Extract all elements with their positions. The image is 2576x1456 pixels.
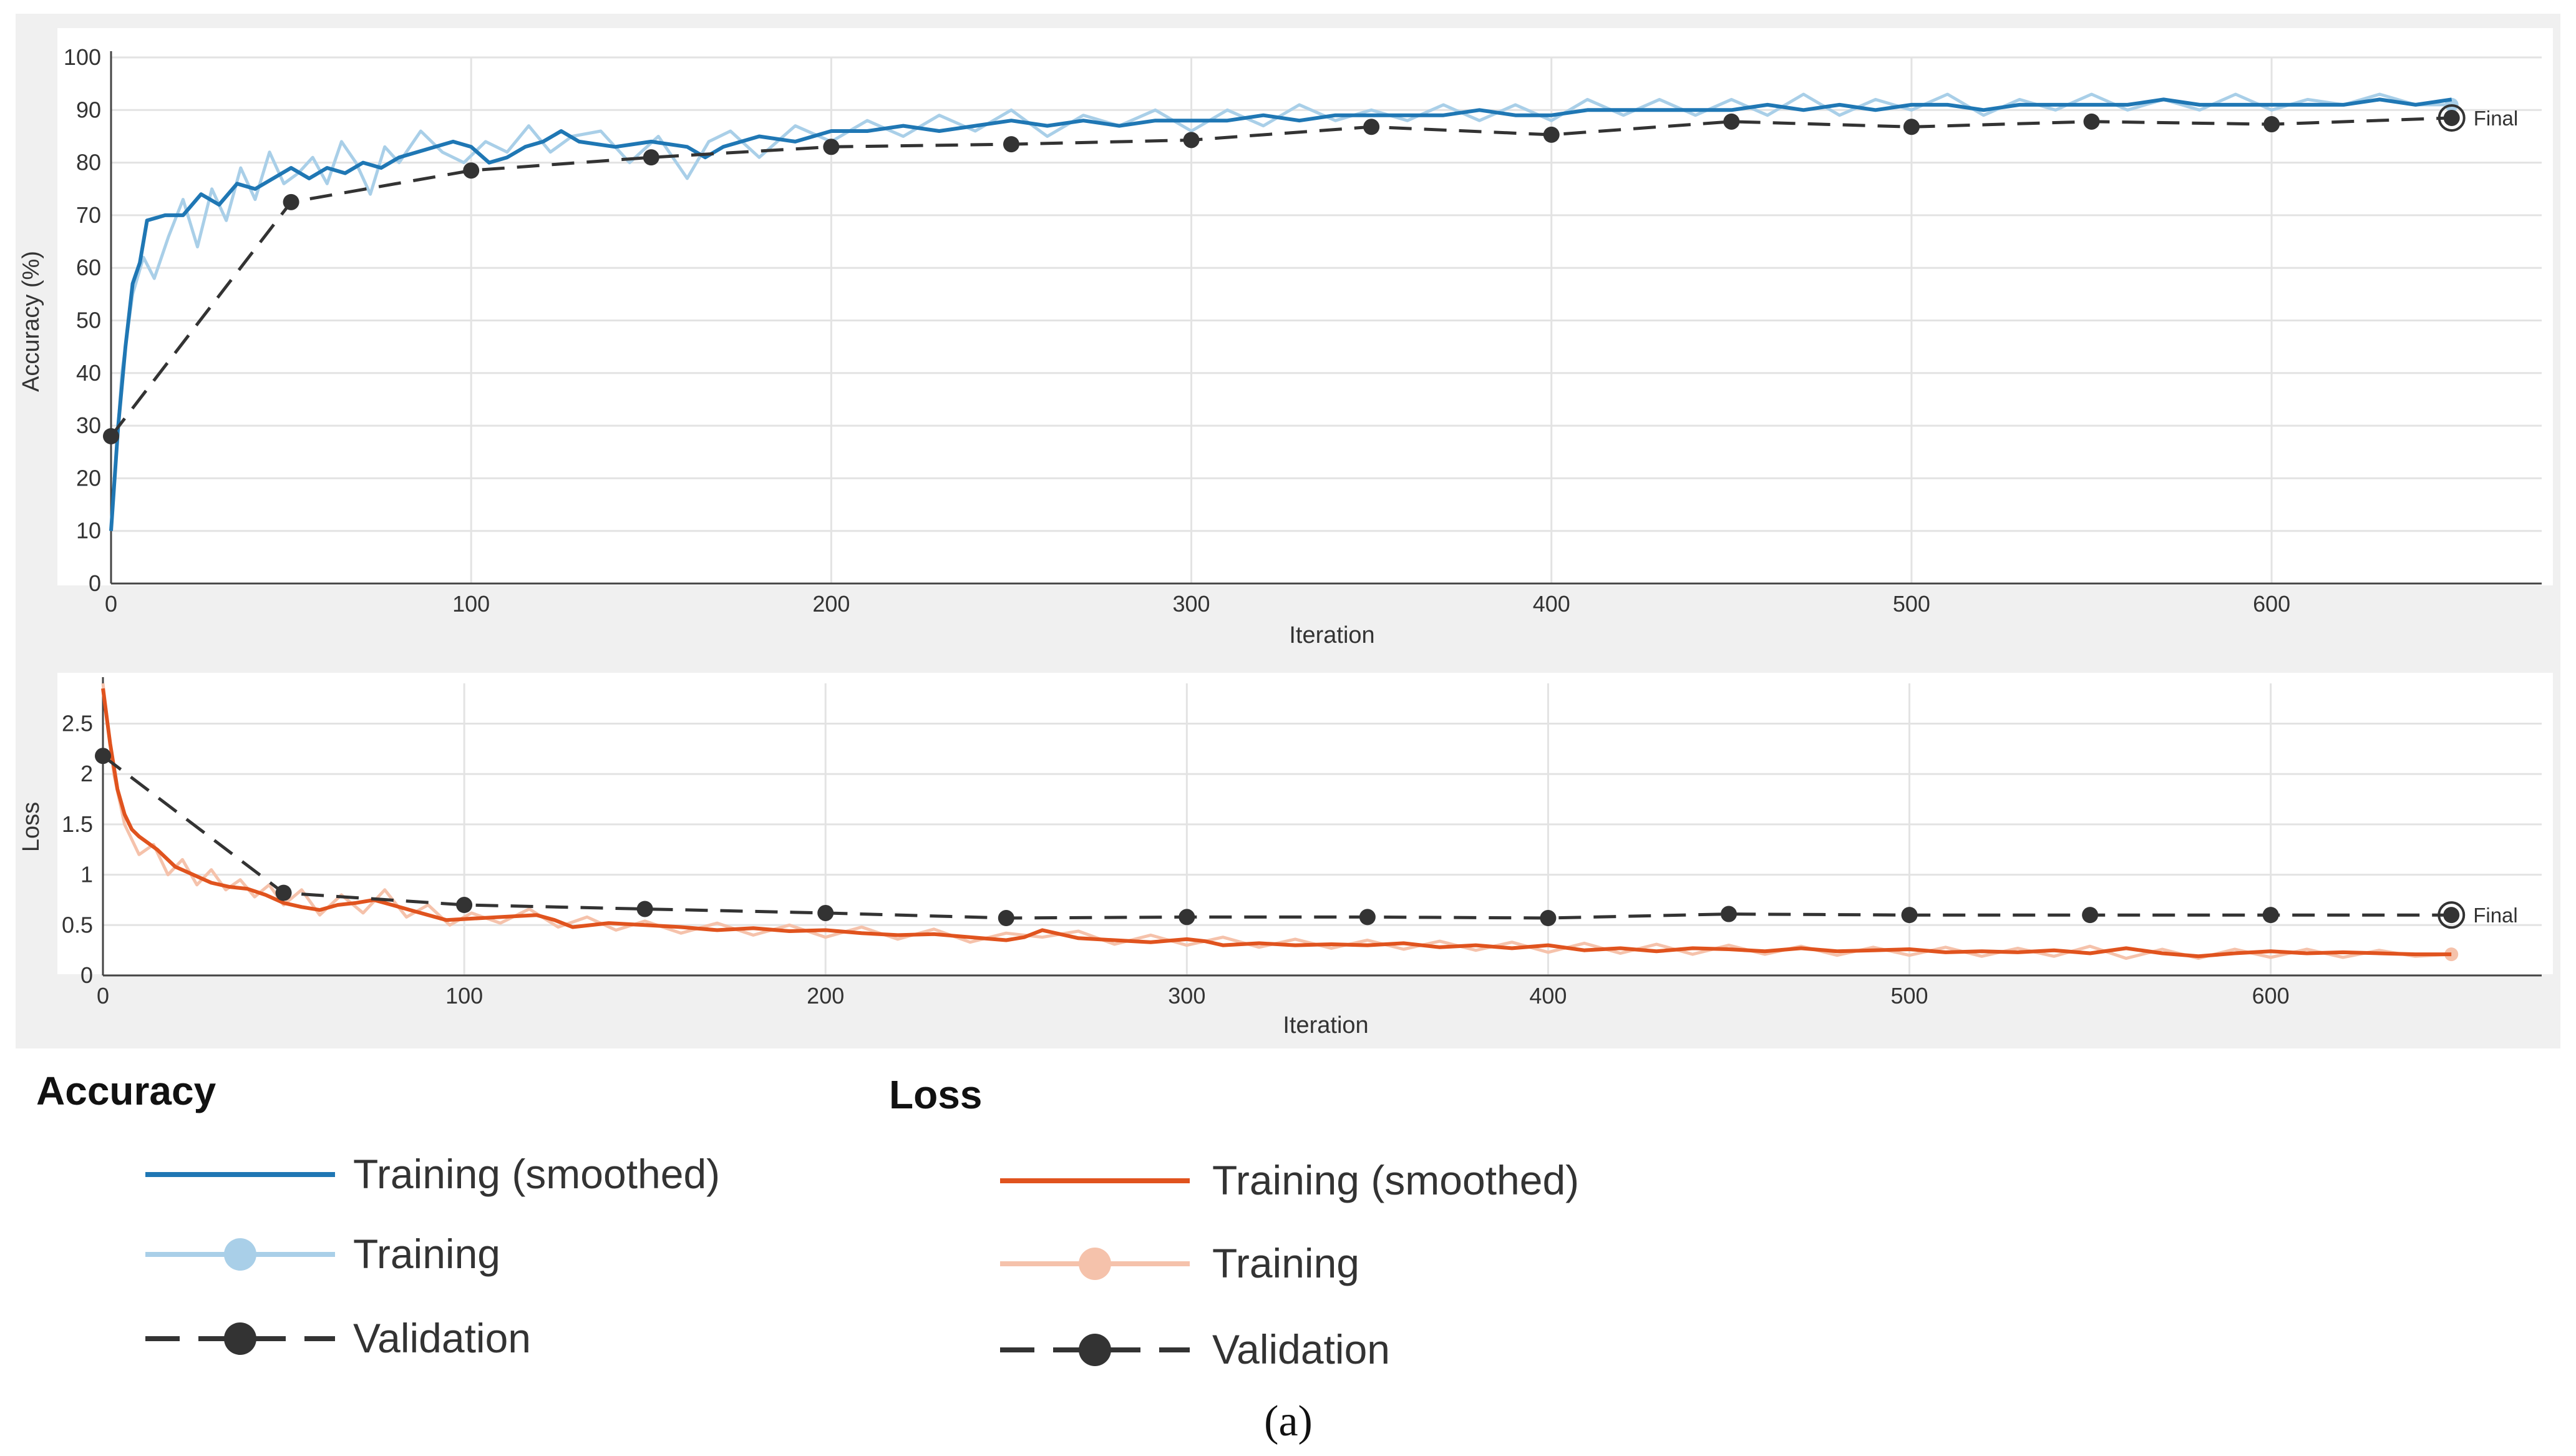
loss-legend: Loss Training (smoothed) Training Valida…	[889, 1072, 1579, 1372]
loss-validation-point	[456, 897, 473, 914]
loss-validation-point	[95, 748, 111, 765]
accuracy-y-axis-label: Accuracy (%)	[18, 251, 44, 392]
loss-validation-point	[1540, 910, 1557, 927]
loss-y-axis-label: Loss	[18, 802, 44, 852]
loss-training-line	[101, 683, 2452, 960]
accuracy-x-tick-label: 300	[1173, 591, 1210, 617]
loss-x-tick-label: 0	[97, 983, 109, 1009]
legend-loss-training-label: Training	[1212, 1240, 1359, 1286]
loss-validation-point	[817, 904, 834, 921]
accuracy-validation-point	[463, 162, 480, 179]
accuracy-chart: 0 10 20 30 40 50 60 70 80 90 100 0 100 200 300 400 500 60…	[18, 28, 2553, 648]
legend-loss-training-marker-icon	[1079, 1248, 1111, 1280]
loss-validation-point	[1721, 906, 1737, 922]
loss-validation-point	[2443, 907, 2460, 924]
accuracy-x-tick-label: 500	[1893, 591, 1930, 617]
loss-validation-line	[102, 755, 2452, 920]
loss-validation-point	[275, 884, 292, 901]
accuracy-plot-area	[57, 28, 2553, 585]
accuracy-training-line	[109, 92, 2452, 531]
accuracy-validation-point	[2263, 116, 2280, 133]
legend-acc-validation-marker-icon	[224, 1322, 256, 1355]
accuracy-final-marker-icon	[2437, 104, 2466, 132]
accuracy-validation-point	[643, 149, 659, 166]
accuracy-validation-point	[1363, 119, 1380, 135]
legend-loss-validation-marker-icon	[1079, 1334, 1111, 1366]
accuracy-x-tick-label: 400	[1533, 591, 1570, 617]
loss-validation-point	[998, 910, 1014, 927]
accuracy-y-tick-label: 10	[76, 518, 101, 544]
loss-x-tick-label: 400	[1529, 983, 1567, 1009]
loss-x-tick-label: 600	[2252, 983, 2290, 1009]
accuracy-legend-title: Accuracy	[36, 1068, 216, 1113]
accuracy-y-tick-label: 20	[76, 465, 101, 491]
loss-y-tick-label: 1	[80, 862, 93, 887]
accuracy-y-tick-label: 30	[76, 413, 101, 438]
loss-validation-point	[2082, 907, 2099, 924]
loss-y-tick-label: 1.5	[62, 811, 93, 837]
loss-validation-point	[636, 901, 653, 917]
accuracy-x-tick-label: 100	[452, 591, 490, 617]
accuracy-training-smoothed-line	[109, 97, 2452, 531]
loss-y-tick-label: 0	[80, 962, 93, 988]
accuracy-y-tick-label: 40	[76, 360, 101, 386]
accuracy-validation-point	[823, 139, 840, 155]
accuracy-validation-point	[1723, 113, 1740, 130]
loss-legend-title: Loss	[889, 1072, 982, 1117]
accuracy-x-axis-label: Iteration	[1289, 622, 1374, 648]
loss-validation-point	[1179, 909, 1195, 926]
loss-training-smoothed-line	[101, 688, 2452, 959]
figure-caption: (a)	[1264, 1397, 1313, 1445]
accuracy-validation-point	[1003, 136, 1019, 153]
loss-x-tick-label: 100	[445, 983, 483, 1009]
accuracy-y-tick-label: 0	[89, 570, 101, 596]
accuracy-validation-point	[283, 193, 299, 210]
accuracy-validation-point	[1183, 132, 1200, 149]
legend-acc-smoothed-label: Training (smoothed)	[353, 1151, 720, 1197]
accuracy-y-tick-label: 60	[76, 255, 101, 280]
accuracy-y-tick-label: 100	[64, 44, 101, 70]
loss-x-axis-label: Iteration	[1283, 1012, 1368, 1038]
loss-validation-point	[2262, 907, 2279, 924]
loss-x-tick-label: 200	[807, 983, 844, 1009]
accuracy-legend: Accuracy Training (smoothed) Training Va…	[36, 1068, 720, 1361]
accuracy-x-tick-label: 0	[105, 591, 117, 617]
legend-acc-training-marker-icon	[224, 1238, 256, 1271]
loss-x-tick-label: 500	[1891, 983, 1928, 1009]
accuracy-validation-point	[2083, 113, 2100, 130]
loss-y-tick-label: 2	[80, 761, 93, 786]
accuracy-validation-point	[103, 428, 119, 444]
accuracy-y-tick-label: 50	[76, 308, 101, 333]
legend-loss-validation-label: Validation	[1212, 1326, 1390, 1372]
accuracy-y-tick-label: 90	[76, 97, 101, 122]
loss-x-tick-label: 300	[1168, 983, 1205, 1009]
legend-acc-training-label: Training	[353, 1231, 500, 1277]
accuracy-x-tick-label: 600	[2253, 591, 2290, 617]
loss-final-marker-icon	[2437, 901, 2466, 929]
accuracy-validation-point	[2443, 109, 2460, 126]
loss-y-tick-label: 0.5	[62, 912, 93, 937]
accuracy-validation-line	[110, 116, 2452, 437]
accuracy-final-label: Final	[2474, 107, 2519, 130]
accuracy-validation-point	[1903, 119, 1920, 135]
legend-loss-smoothed-label: Training (smoothed)	[1212, 1157, 1579, 1203]
loss-y-tick-label: 2.5	[62, 711, 93, 736]
loss-chart: 0 0.5 1 1.5 2 2.5 0 100 200 300 400 500 600 Iteration…	[18, 673, 2553, 1038]
accuracy-y-tick-label: 80	[76, 150, 101, 175]
accuracy-x-tick-label: 200	[812, 591, 850, 617]
legend-acc-validation-label: Validation	[353, 1315, 531, 1361]
loss-validation-point	[1359, 909, 1376, 926]
loss-final-label: Final	[2473, 904, 2518, 927]
accuracy-validation-point	[1543, 126, 1560, 143]
accuracy-y-tick-label: 70	[76, 202, 101, 228]
loss-training-end-point	[2444, 947, 2459, 962]
loss-validation-point	[1901, 907, 1918, 924]
